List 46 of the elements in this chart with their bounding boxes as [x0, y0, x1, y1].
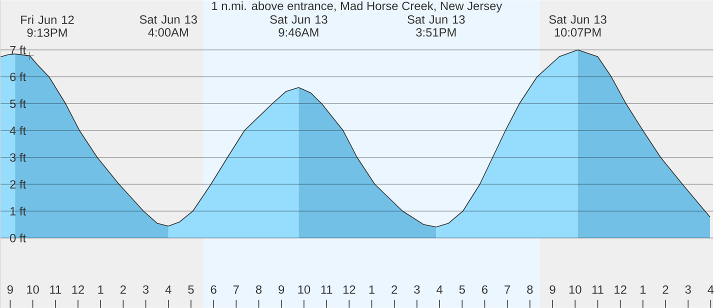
x-tick-label: 5 — [188, 285, 194, 294]
x-tick-label: 6 — [482, 285, 488, 294]
x-tick-label: 3 — [142, 285, 149, 294]
y-tick-label: 2 ft — [10, 180, 26, 188]
y-tick-label: 1 ft — [10, 206, 26, 216]
y-tick-label: 0 ft — [10, 234, 26, 242]
x-tick-label: 7 — [233, 285, 239, 294]
x-tick-label: 3 — [414, 285, 420, 294]
y-tick-label: 7 ft — [10, 45, 26, 54]
x-tick-label: 10 — [298, 285, 310, 294]
x-tick-label: 8 — [527, 285, 533, 294]
y-tick-label: 6 ft — [10, 72, 26, 82]
x-tick-label: 7 — [504, 285, 510, 294]
x-tick-label: 10 — [569, 285, 582, 294]
y-tick-label: 4 ft — [10, 126, 26, 135]
x-tick-label: 11 — [50, 285, 61, 294]
x-tick-label: 9 — [550, 285, 556, 294]
chart-title: 1 n.mi. above entrance, Mad Horse Creek, New Jersey — [212, 1, 502, 12]
annotation: Sat Jun 13 10:07PM — [549, 15, 606, 36]
x-tick-label: 3 — [685, 285, 691, 294]
x-tick-label: 6 — [210, 285, 216, 294]
x-tick-label: 2 — [662, 285, 668, 294]
x-tick-label: 1 — [369, 285, 374, 294]
x-tick-label: 4 — [165, 285, 172, 294]
annotation: Sat Jun 13 3:51PM — [408, 15, 465, 36]
x-tick-label: 1 — [98, 285, 104, 294]
x-tick-label: 4 — [436, 285, 443, 294]
annotation: Sat Jun 13 9:46AM — [270, 15, 328, 36]
x-tick-label: 9 — [7, 285, 13, 294]
x-tick-label: 12 — [343, 285, 356, 294]
x-tick-label: 2 — [392, 285, 398, 294]
annotation: Fri Jun 12 9:13PM — [21, 15, 74, 37]
x-tick-label: 2 — [120, 285, 126, 294]
annotation: Sat Jun 13 4:00AM — [140, 15, 197, 36]
x-tick-label: 8 — [256, 285, 262, 294]
x-tick-label: 12 — [72, 285, 84, 294]
x-tick-label: 11 — [592, 285, 604, 294]
x-tick-label: 10 — [27, 285, 39, 294]
y-tick-label: 5 ft — [10, 99, 26, 108]
x-tick-label: 1 — [640, 285, 646, 294]
x-tick-label: 9 — [278, 285, 284, 294]
x-tick-label: 5 — [459, 285, 465, 294]
x-tick-label: 4 — [708, 285, 714, 294]
x-tick-label: 11 — [321, 285, 332, 294]
y-tick-label: 3 ft — [10, 152, 26, 162]
x-tick-label: 12 — [614, 285, 626, 294]
